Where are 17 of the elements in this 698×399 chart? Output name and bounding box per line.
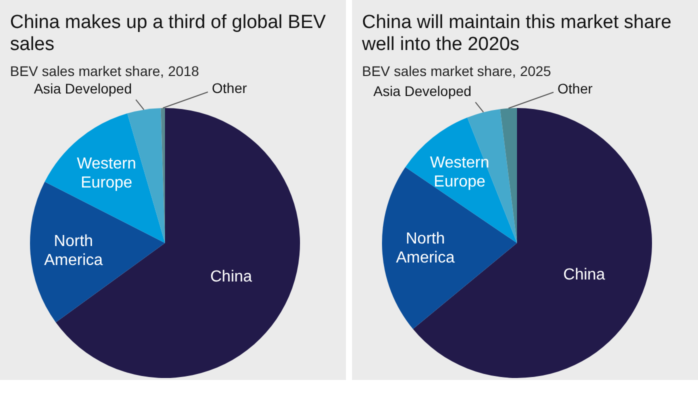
chart-subtitle: BEV sales market share, 2025 xyxy=(362,63,552,79)
slice-label: Asia Developed xyxy=(373,83,472,100)
slice-label: China xyxy=(210,268,252,286)
slice-label: North America xyxy=(396,230,455,266)
slice-label: China xyxy=(563,266,606,284)
pie-slice xyxy=(382,167,517,330)
pie-slice xyxy=(405,117,517,243)
chart-title: China makes up a third of global BEV sales xyxy=(10,12,326,55)
slice-label: North America xyxy=(44,233,103,270)
slice-label: Other xyxy=(212,80,248,96)
slice-label: Asia Developed xyxy=(34,80,132,97)
pie-slice xyxy=(500,108,517,243)
chart-title: China will maintain this market share well into the 2020s xyxy=(361,12,672,55)
slice-label: Other xyxy=(558,80,593,96)
slice-label: Western Europe xyxy=(430,154,490,190)
slice-label: Western Europe xyxy=(76,155,136,192)
chart-subtitle: BEV sales market share, 2018 xyxy=(10,63,200,79)
